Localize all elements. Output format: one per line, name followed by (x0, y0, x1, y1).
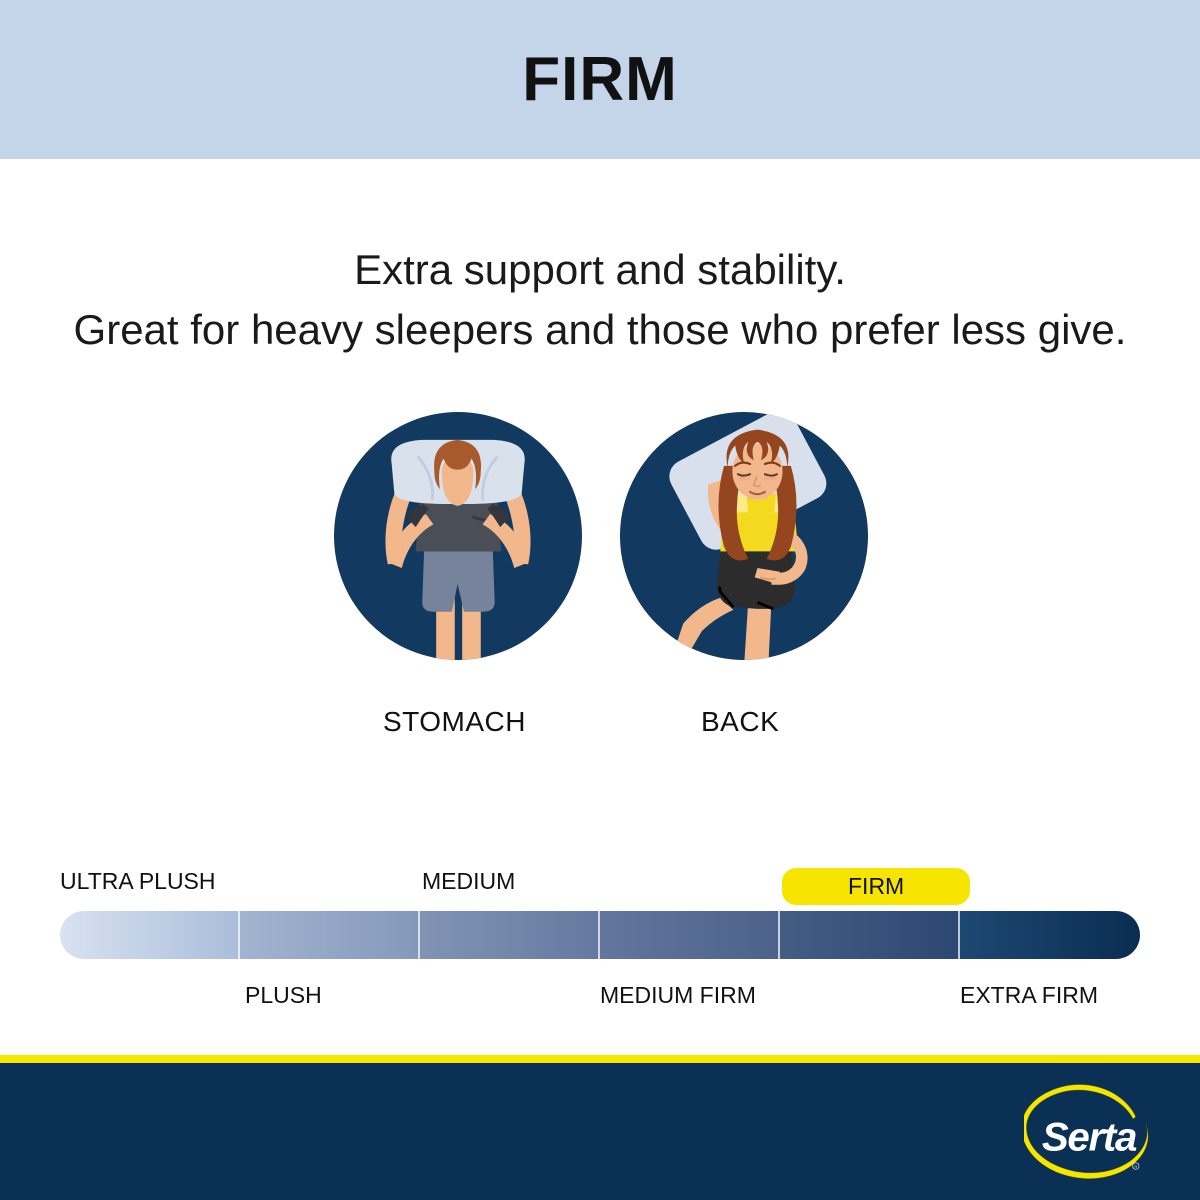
svg-text:Serta: Serta (1042, 1114, 1137, 1159)
svg-text:R: R (1134, 1164, 1137, 1169)
